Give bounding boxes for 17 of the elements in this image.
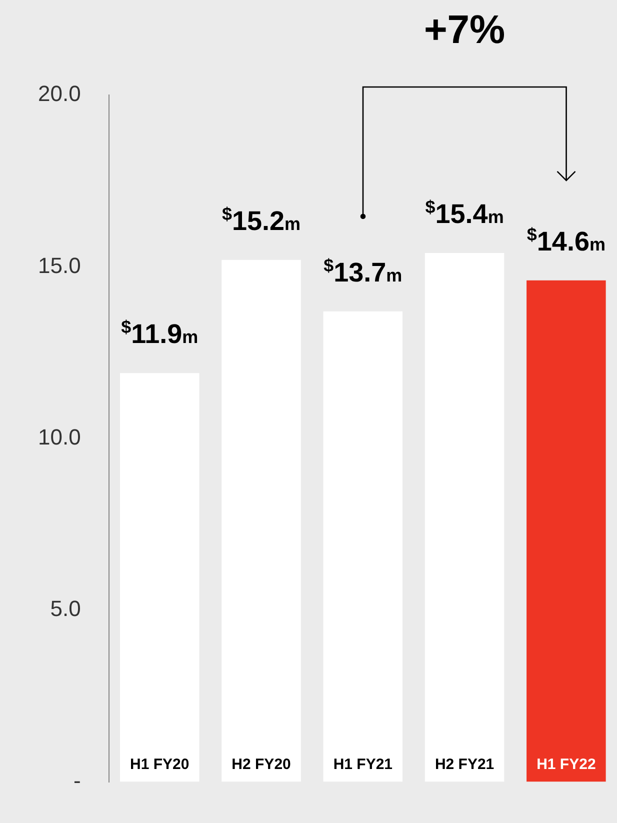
data-label: $15.4m xyxy=(425,196,504,229)
x-tick-label: H1 FY20 xyxy=(130,756,190,773)
data-label: $14.6m xyxy=(526,224,606,256)
y-tick-label: 15.0 xyxy=(38,252,81,278)
y-tick-label: 10.0 xyxy=(38,424,81,450)
data-label: $15.2m xyxy=(222,204,301,236)
x-tick-label: H2 FY20 xyxy=(232,756,291,773)
text: +7% xyxy=(422,8,506,53)
x-tick-label: H1 FY21 xyxy=(333,756,393,773)
y-tick-label: 5.0 xyxy=(50,596,81,622)
y-tick-label: 20.0 xyxy=(38,81,81,106)
x-tick-label: H1 FY22 xyxy=(536,756,596,773)
x-tick-label: H2 FY21 xyxy=(434,756,494,773)
y-tick-label: - xyxy=(73,768,81,793)
bar xyxy=(526,280,606,782)
data-label: $11.9m xyxy=(121,317,198,350)
data-label: $13.7m xyxy=(324,255,402,288)
